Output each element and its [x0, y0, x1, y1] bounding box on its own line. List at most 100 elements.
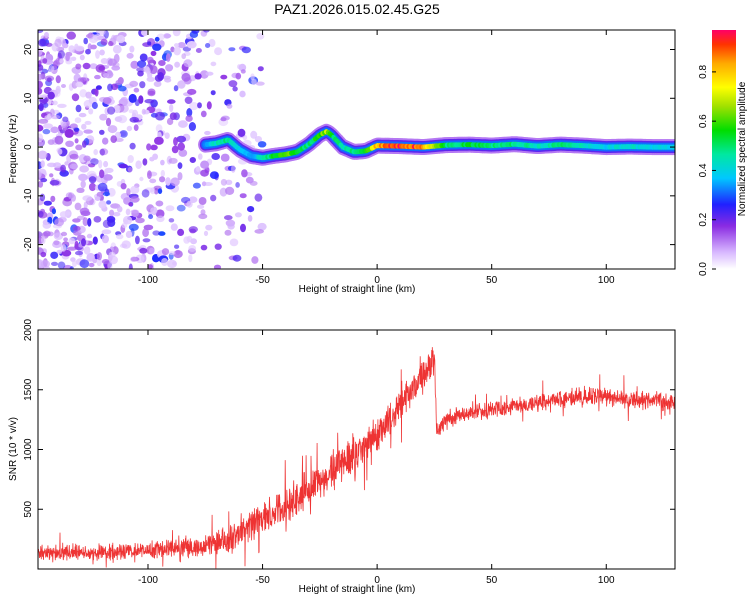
noise-blob: [38, 103, 44, 112]
noise-blob: [241, 46, 251, 54]
noise-blob: [70, 257, 76, 262]
noise-blob: [245, 176, 254, 184]
noise-blob: [225, 179, 233, 185]
noise-blob: [40, 260, 50, 268]
y-tick-label: 1500: [23, 378, 34, 401]
noise-blob: [237, 128, 246, 137]
noise-blob: [123, 215, 133, 225]
noise-blob: [97, 182, 108, 192]
noise-blob: [95, 85, 102, 90]
noise-blob: [40, 251, 47, 258]
noise-blob: [105, 117, 112, 127]
noise-blob: [72, 218, 81, 223]
noise-blob: [186, 200, 193, 208]
noise-blob: [98, 159, 103, 169]
noise-blob: [81, 238, 86, 247]
noise-blob: [160, 169, 165, 178]
noise-blob: [227, 223, 235, 230]
noise-blob: [72, 226, 81, 231]
noise-blob: [60, 164, 66, 173]
noise-blob: [150, 207, 158, 214]
snr-y-label: SNR (10 * v/v): [8, 417, 19, 481]
noise-blob: [133, 124, 139, 131]
noise-blob: [83, 246, 91, 255]
noise-blob: [163, 33, 171, 39]
noise-blob: [98, 200, 107, 209]
noise-blob: [164, 132, 170, 139]
noise-blob: [247, 206, 255, 213]
colorbar-tick-label: 0.4: [698, 163, 709, 177]
y-tick-label: 20: [23, 44, 34, 56]
noise-blob: [170, 177, 180, 187]
x-tick-label: -100: [138, 275, 158, 286]
noise-blob: [75, 144, 83, 151]
noise-blob: [126, 125, 133, 132]
noise-blob: [115, 131, 121, 139]
spectrogram-x-ticks: -100 -50 0 50 100: [138, 30, 615, 286]
noise-blob: [237, 64, 242, 70]
spectrogram-y-ticks: -20 -10 0 10 20: [23, 44, 675, 252]
noise-blob: [166, 117, 174, 126]
noise-blob: [93, 216, 102, 223]
noise-blob: [110, 135, 117, 144]
noise-blob: [177, 228, 185, 236]
noise-blob: [38, 231, 43, 238]
x-tick-label: 0: [374, 575, 380, 586]
noise-blob: [139, 81, 146, 89]
noise-blob: [53, 240, 60, 246]
noise-blob: [145, 67, 151, 75]
noise-blob: [38, 80, 43, 89]
noise-blob: [86, 233, 93, 239]
noise-blob: [59, 58, 64, 64]
noise-blob: [254, 136, 262, 143]
noise-blob: [107, 83, 113, 92]
noise-blob: [130, 209, 139, 214]
noise-blob: [116, 234, 124, 240]
noise-blob: [177, 80, 186, 89]
noise-blob: [220, 117, 227, 122]
noise-blob: [210, 194, 217, 202]
noise-blob: [157, 72, 165, 81]
noise-blob: [130, 256, 138, 262]
noise-blob: [224, 229, 232, 236]
noise-blob: [149, 65, 158, 75]
noise-blob: [214, 243, 222, 250]
noise-blob: [125, 208, 131, 216]
noise-blob: [66, 31, 76, 40]
noise-blob: [139, 53, 148, 62]
noise-blob: [78, 112, 87, 118]
noise-blob: [118, 85, 127, 92]
noise-blob: [61, 84, 66, 88]
noise-blob: [183, 236, 191, 244]
noise-blob: [156, 215, 165, 223]
snr-panel: -100 -50 0 50 100 500 1000 1500 2000 Height of …: [8, 318, 676, 595]
noise-blob: [172, 30, 181, 37]
noise-blob: [168, 157, 178, 164]
noise-blob: [225, 186, 235, 195]
noise-blob: [127, 166, 133, 173]
colorbar-tick-label: 0.6: [698, 114, 709, 128]
noise-blob: [121, 240, 131, 249]
noise-blob: [49, 108, 55, 118]
noise-blob: [130, 185, 140, 194]
noise-blob: [87, 43, 92, 51]
noise-blob: [153, 81, 162, 87]
noise-blob: [144, 99, 155, 104]
noise-blob: [206, 101, 212, 110]
noise-blob: [200, 110, 207, 118]
x-tick-label: -50: [255, 275, 270, 286]
noise-blob: [177, 172, 183, 181]
noise-blob: [185, 115, 193, 122]
noise-blob: [186, 41, 197, 49]
noise-blob: [89, 63, 98, 70]
noise-blob: [161, 248, 170, 256]
noise-blob: [129, 80, 139, 87]
spectrogram-y-label: Frequency (Hz): [8, 115, 19, 184]
noise-blob: [183, 59, 193, 68]
noise-blob: [187, 88, 197, 95]
noise-blob: [139, 176, 144, 182]
noise-blob: [99, 148, 105, 156]
y-tick-label: -20: [23, 237, 34, 252]
noise-blob: [111, 34, 116, 43]
noise-blob: [70, 56, 77, 61]
